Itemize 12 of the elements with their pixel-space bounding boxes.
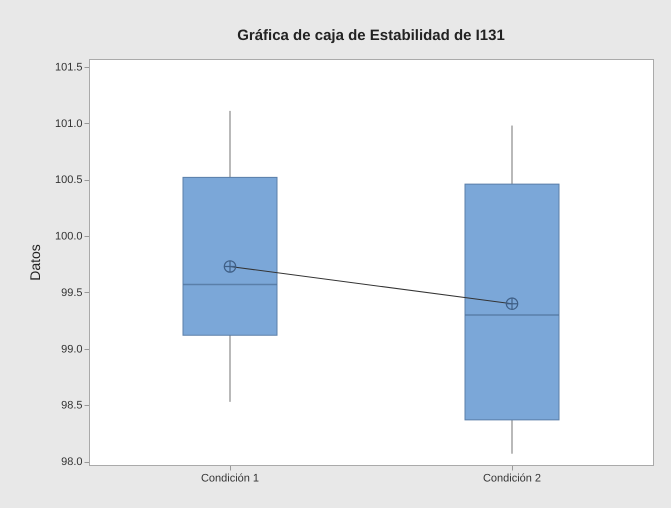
x-tick-label: Condición 1	[200, 472, 260, 484]
y-tick-label: 101.5	[54, 61, 82, 74]
chart-title: Gráfica de caja de Estabilidad de I131	[237, 27, 505, 44]
y-tick-label: 100.0	[54, 230, 82, 243]
y-tick-label: 99.0	[61, 343, 82, 356]
y-tick-label: 99.5	[61, 286, 82, 299]
x-tick-label: Condición 2	[482, 472, 542, 484]
y-tick-label: 98.5	[61, 400, 82, 412]
y-tick-label: 98.0	[61, 456, 82, 468]
y-tick-label: 100.5	[54, 174, 82, 186]
y-axis-title: Datos	[26, 244, 43, 281]
y-tick-label: 101.0	[54, 118, 82, 130]
